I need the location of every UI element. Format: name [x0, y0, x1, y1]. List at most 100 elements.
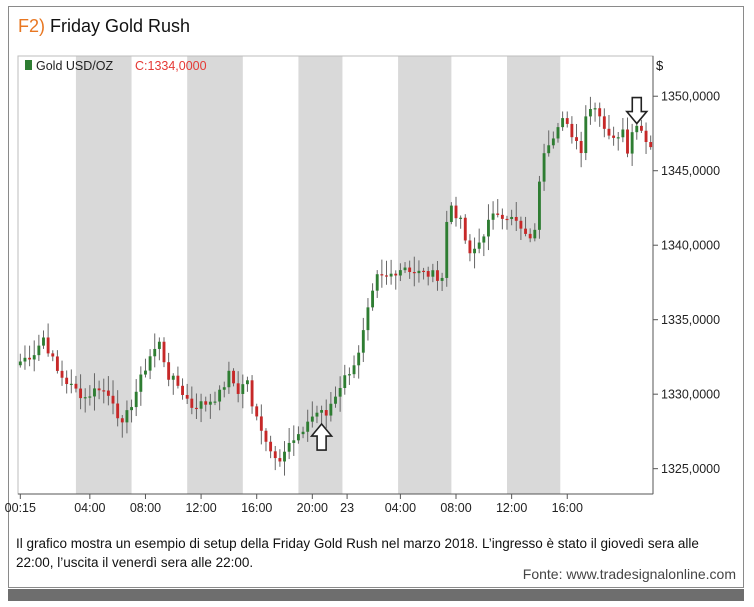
candle-body [181, 385, 184, 395]
shaded-band [75, 56, 132, 494]
candle-body [570, 123, 574, 138]
candle-body [361, 330, 365, 353]
candle-body [593, 108, 597, 110]
candle-body [626, 129, 629, 154]
candle-body [106, 390, 110, 396]
candle-body [440, 277, 444, 281]
candle-body [459, 217, 463, 219]
candle-body [301, 431, 305, 435]
candle-body [644, 130, 648, 143]
source-credit: Fonte: www.tradesignalonline.com [522, 566, 736, 582]
candle-body [338, 387, 342, 397]
candle-body [236, 383, 240, 394]
legend: Gold USD/OZ C:1334,0000 [25, 59, 207, 73]
candle-body [51, 353, 55, 357]
candle-body [598, 108, 602, 117]
candle-body [500, 214, 504, 219]
candle-body [565, 118, 569, 124]
candle-body [510, 216, 514, 220]
candle-body [23, 357, 27, 362]
arrow-up-icon [309, 422, 334, 451]
x-axis: 00:15 04:00 08:00 12:00 16:00 20:00 23 04:00 08:… [5, 494, 583, 515]
candle-body [343, 375, 347, 388]
candle-body [278, 458, 282, 462]
candle-body [602, 116, 606, 129]
candle-body [473, 248, 476, 254]
candle-body [468, 240, 472, 254]
candle-body [18, 361, 22, 366]
candle-body [584, 116, 588, 154]
x-tick-label: 00:15 [5, 501, 36, 515]
candle-body [264, 430, 268, 442]
candle-body [97, 388, 101, 391]
candle-body [542, 153, 546, 182]
candle-body [551, 138, 555, 146]
candle-body [171, 375, 175, 380]
candle-body [241, 384, 245, 394]
candle-body [412, 272, 416, 274]
candle-body [292, 440, 296, 443]
candle-body [463, 217, 467, 241]
candle-body [315, 412, 319, 417]
candle-body [324, 410, 328, 416]
candle-body [116, 403, 120, 419]
candle-body [519, 220, 523, 229]
legend-label: Gold USD/OZ [36, 59, 113, 73]
candle-body [134, 391, 138, 408]
candle-body [176, 375, 180, 386]
candle-body [199, 401, 203, 409]
candle-body [398, 270, 402, 276]
candle-body [329, 403, 333, 416]
y-tick-label: 1345,0000 [661, 164, 720, 178]
candle-body [630, 132, 634, 154]
candle-body [320, 410, 324, 413]
candle-body [162, 341, 166, 363]
shaded-band [187, 56, 243, 494]
candle-body [621, 129, 625, 138]
candle-body [130, 407, 133, 411]
figure-title: F2) Friday Gold Rush [18, 16, 190, 37]
session-bands [75, 56, 561, 494]
candle-body [366, 307, 370, 331]
x-tick-label: 23 [340, 501, 354, 515]
price-chart: 1325,0000 1330,0000 1335,0000 1340,0000 1345… [5, 55, 720, 515]
candle-body [347, 374, 351, 376]
candle-body [357, 352, 361, 366]
candle-body [204, 401, 208, 405]
candle-body [213, 401, 217, 403]
candle-body [588, 109, 592, 117]
legend-close: C:1334,0000 [135, 59, 207, 73]
candle-body [449, 205, 453, 222]
candle-body [306, 421, 310, 432]
candle-body [283, 451, 286, 462]
candle-body [245, 380, 249, 385]
candle-body [88, 396, 92, 398]
candle-body [639, 125, 643, 131]
bottom-bar [8, 589, 744, 601]
candle-body [561, 118, 565, 128]
candle-body [524, 228, 527, 234]
candle-body [445, 221, 449, 278]
candle-body [477, 242, 481, 249]
candle-body [380, 274, 384, 276]
candle-body [491, 213, 495, 220]
y-unit-label: $ [656, 58, 664, 73]
candle-body [385, 275, 388, 277]
candle-body [394, 273, 398, 276]
shaded-band [398, 56, 452, 494]
candle-body [167, 362, 171, 380]
candle-body [125, 410, 129, 423]
candle-body [28, 357, 32, 360]
candle-body [185, 394, 189, 399]
candle-body [232, 370, 235, 384]
y-tick-label: 1335,0000 [661, 313, 720, 327]
candle-body [422, 270, 426, 273]
candle-body [93, 388, 96, 397]
y-tick-label: 1325,0000 [661, 462, 720, 476]
candle-body [514, 216, 518, 221]
x-tick-label: 12:00 [185, 501, 216, 515]
candle-body [389, 273, 393, 277]
candle-body [195, 407, 198, 410]
candle-body [79, 388, 83, 399]
x-tick-label: 08:00 [130, 501, 161, 515]
